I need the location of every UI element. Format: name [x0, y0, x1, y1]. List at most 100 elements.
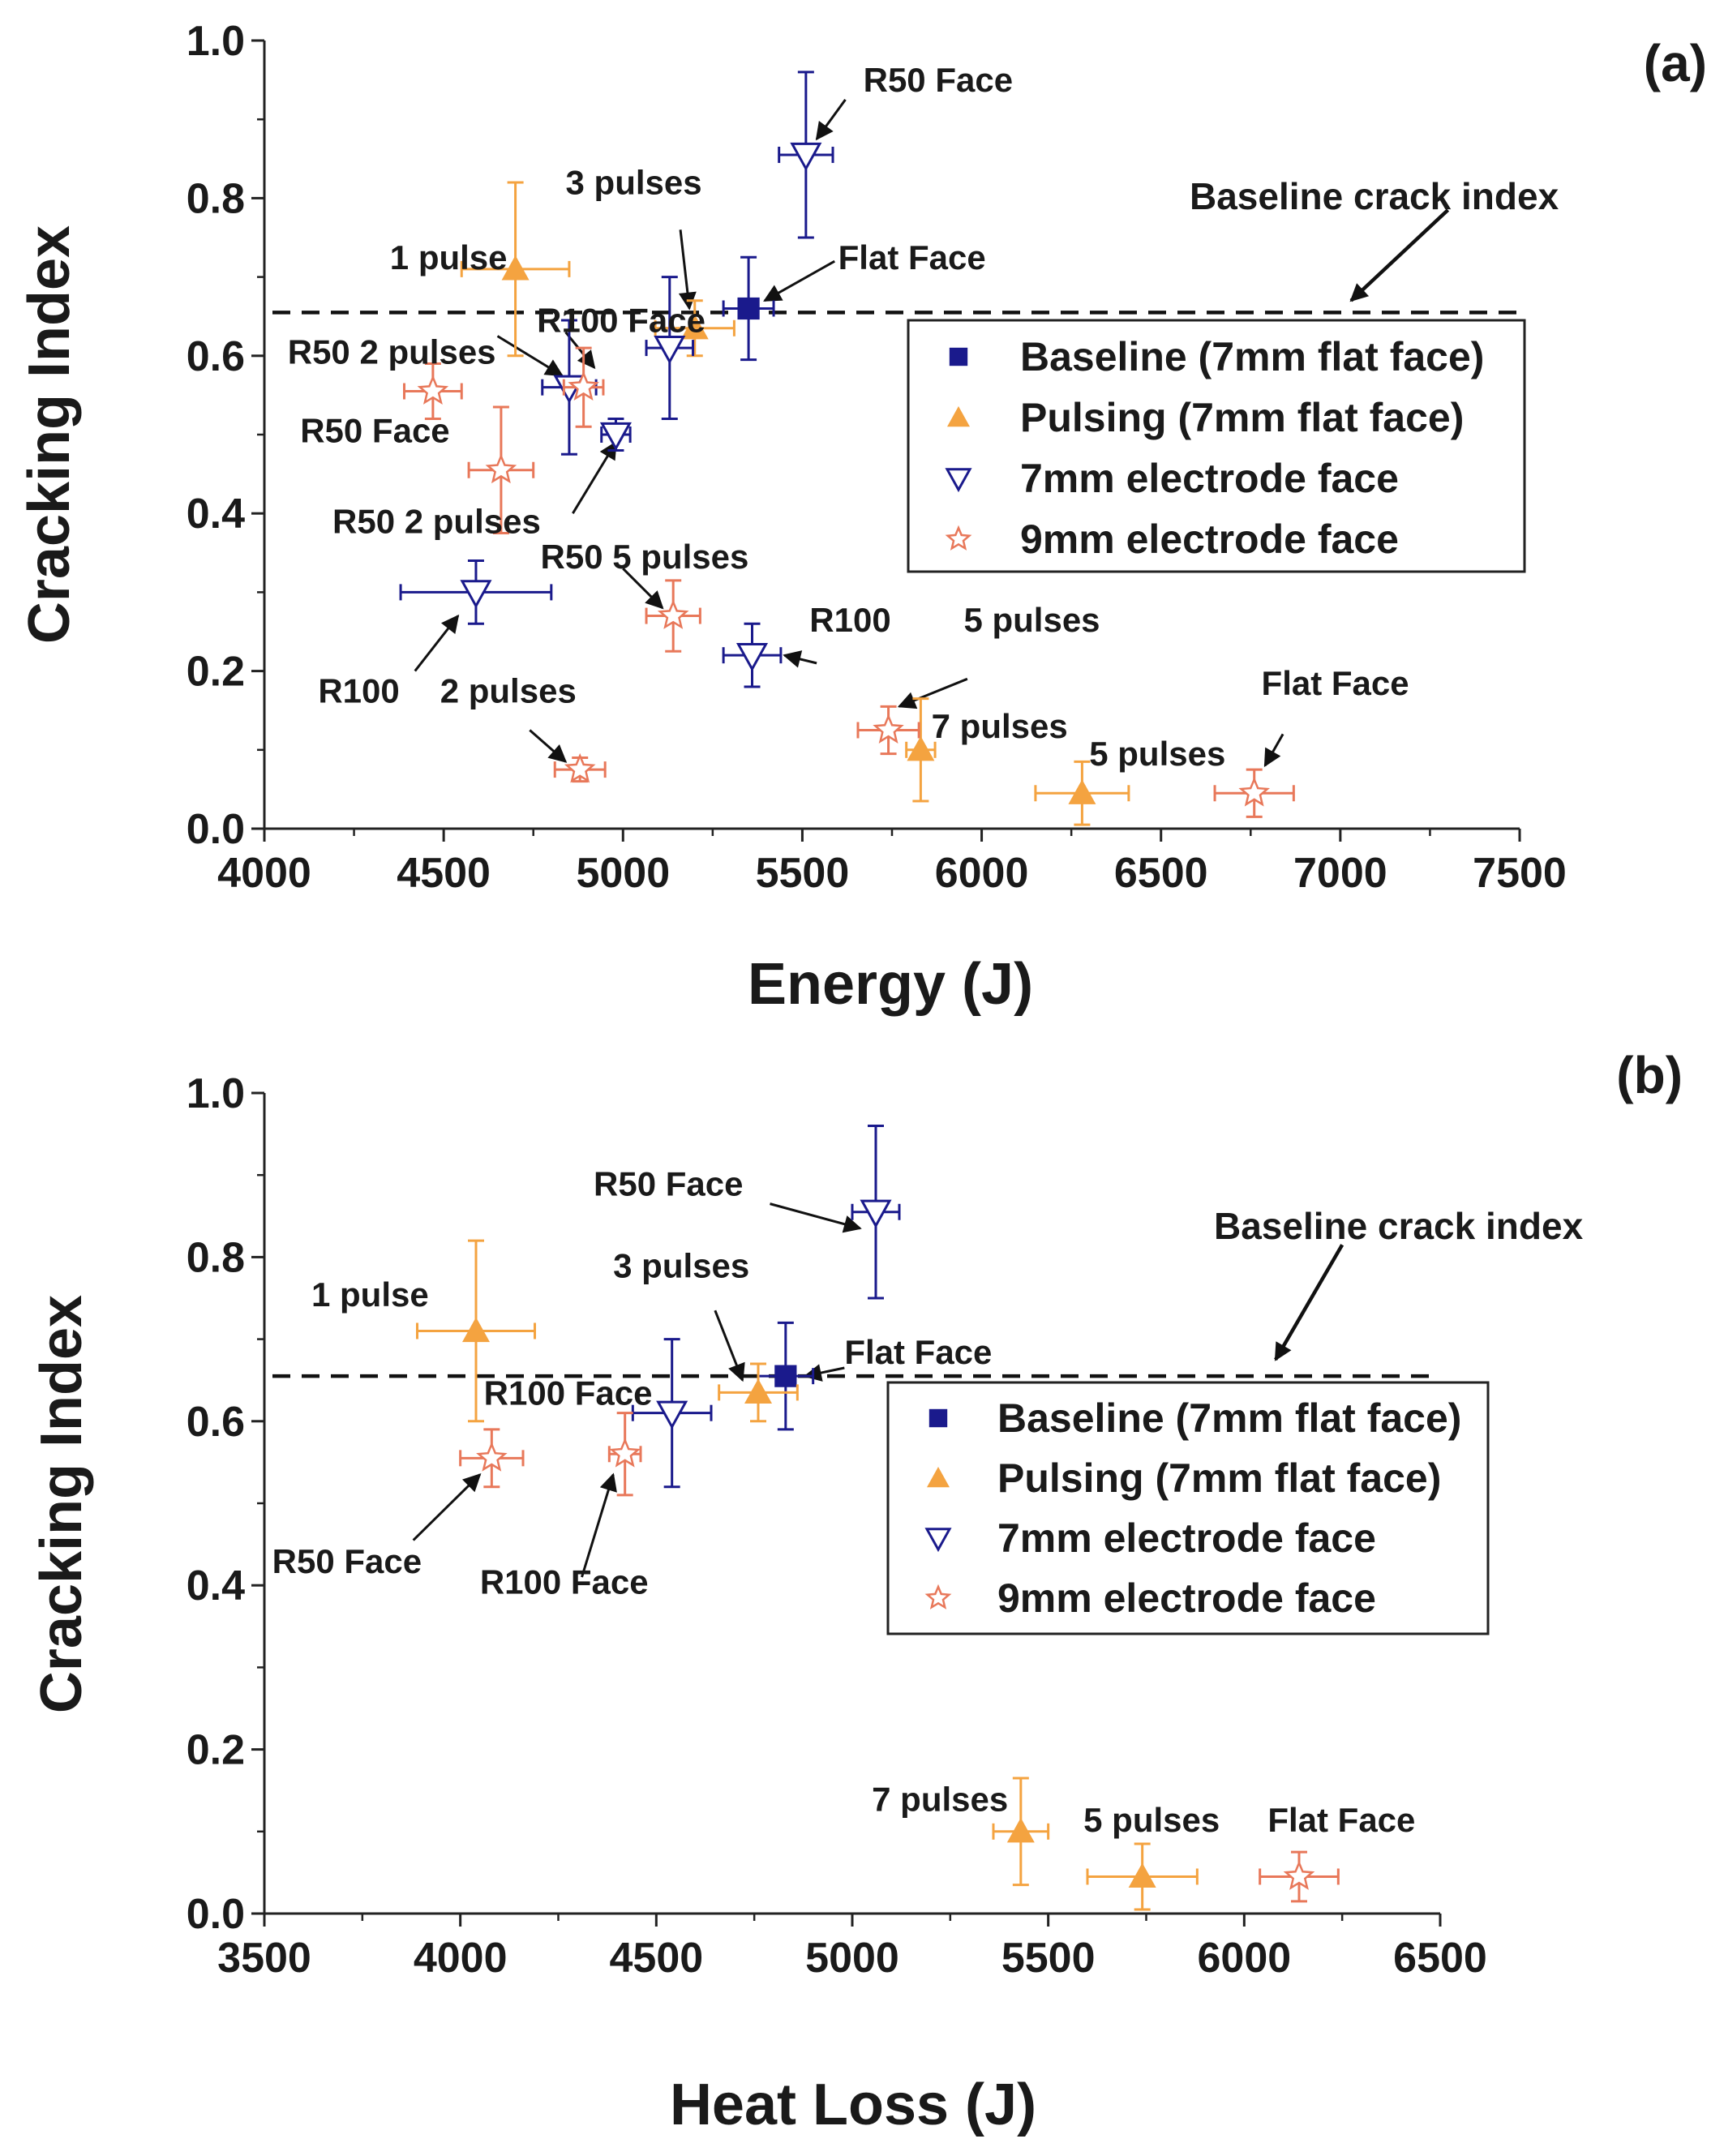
- annotation-arrow: [897, 677, 968, 709]
- x-tick-label: 6500: [1393, 1935, 1487, 1982]
- y-tick-label: 1.0: [187, 1070, 245, 1117]
- x-axis-title: Heat Loss (J): [670, 2072, 1036, 2137]
- annotation-label: R50 2 pulses: [288, 333, 496, 371]
- data-point-baseline-7mm-flat-face: [774, 1365, 797, 1387]
- annotation-label: 3 pulses: [613, 1247, 749, 1285]
- annotation-arrow: [414, 614, 460, 672]
- annotation-arrow: [1263, 733, 1284, 768]
- data-point-pulsing-7mm-flat-face: [501, 255, 530, 281]
- data-point-7mm-electrode-face: [599, 422, 632, 452]
- annotation-label: R100 Face: [537, 302, 705, 340]
- data-point-9mm-electrode-face: [417, 375, 449, 405]
- series-9mm-electrode-face: [402, 346, 1295, 818]
- y-tick-label: 0.4: [187, 1562, 245, 1609]
- legend-marker-7mm-electrode-face: [945, 468, 972, 493]
- y-tick-label: 0.2: [187, 649, 245, 696]
- series-7mm-electrode-face: [399, 71, 834, 688]
- annotation-arrow: [1274, 1244, 1344, 1361]
- legend: Baseline (7mm flat face) Pulsing (7mm fla…: [886, 1381, 1490, 1635]
- x-tick-label: 7000: [1293, 850, 1387, 897]
- legend-label: 7mm electrode face: [997, 1515, 1376, 1561]
- y-tick-label: 0.6: [187, 1399, 245, 1446]
- legend-marker-pulsing-7mm-flat-face: [927, 1467, 950, 1488]
- annotation-label: 2 pulses: [440, 671, 577, 709]
- data-point-7mm-electrode-face: [860, 1199, 892, 1228]
- y-tick-label: 0.0: [187, 806, 245, 853]
- y-tick-label: 1.0: [187, 18, 245, 65]
- x-tick-label: 4500: [397, 850, 491, 897]
- annotation-arrow: [496, 335, 564, 377]
- series-baseline-7mm-flat-face: [757, 1321, 815, 1431]
- panel-b: 3500 4000 4500 5000 5500 6000 6500 0.0 0.2 0.4 0.6…: [29, 1046, 1683, 2137]
- x-tick-label: 5000: [576, 850, 670, 897]
- data-point-pulsing-7mm-flat-face: [1068, 779, 1096, 804]
- x-tick-label: 4000: [414, 1935, 508, 1982]
- x-tick-label: 6500: [1114, 850, 1208, 897]
- y-tick-label: 0.8: [187, 175, 245, 222]
- legend-label: Pulsing (7mm flat face): [1020, 395, 1464, 440]
- data-point-9mm-electrode-face: [873, 714, 904, 744]
- legend-label: 9mm electrode face: [997, 1575, 1376, 1621]
- annotation-arrow: [803, 1364, 845, 1382]
- x-tick-label: 4000: [217, 850, 311, 897]
- series-7mm-electrode-face: [631, 1124, 901, 1489]
- data-point-pulsing-7mm-flat-face: [907, 735, 935, 761]
- annotation-label: Flat Face: [844, 1333, 992, 1371]
- legend-marker-baseline-7mm-flat-face: [928, 1408, 948, 1428]
- annotation-label: 3 pulses: [566, 164, 702, 202]
- annotation-arrow: [763, 259, 835, 302]
- series-pulsing-7mm-flat-face: [460, 181, 1130, 826]
- annotation-arrow: [678, 229, 697, 311]
- y-tick-label: 0.8: [187, 1234, 245, 1281]
- annotation-label: 1 pulse: [311, 1275, 429, 1314]
- series-pulsing-7mm-flat-face: [416, 1239, 1199, 1911]
- data-point-baseline-7mm-flat-face: [737, 297, 760, 320]
- annotation-arrow: [581, 1472, 617, 1578]
- y-axis-title: Cracking Index: [17, 225, 82, 644]
- annotation-label: R50 Face: [300, 412, 449, 450]
- data-point-9mm-electrode-face: [476, 1442, 508, 1472]
- legend-marker-baseline-7mm-flat-face: [949, 347, 968, 366]
- annotation-label: R50 Face: [864, 61, 1013, 99]
- baseline-label: Baseline crack index: [1190, 175, 1559, 217]
- annotation-label: R100 Face: [484, 1374, 653, 1412]
- x-tick-label: 4500: [609, 1935, 703, 1982]
- baseline-label: Baseline crack index: [1214, 1205, 1584, 1247]
- annotation-arrow: [783, 650, 817, 668]
- x-tick-label: 6000: [935, 850, 1029, 897]
- x-tick-label: 5500: [1001, 1935, 1096, 1982]
- panel-label: (b): [1616, 1046, 1683, 1104]
- data-point-pulsing-7mm-flat-face: [1128, 1862, 1156, 1888]
- x-tick-label: 6000: [1197, 1935, 1291, 1982]
- annotation-label: 7 pulses: [932, 707, 1068, 745]
- annotation-label: R100: [318, 671, 399, 709]
- annotation-label: R50 5 pulses: [541, 538, 749, 576]
- series-baseline-7mm-flat-face: [722, 255, 775, 362]
- annotation-arrow: [529, 729, 568, 763]
- annotation-arrow: [622, 568, 664, 610]
- legend-marker-7mm-electrode-face: [924, 1528, 952, 1553]
- annotation-label: R50 Face: [594, 1165, 743, 1203]
- annotation-arrow: [770, 1202, 862, 1233]
- data-point-pulsing-7mm-flat-face: [680, 314, 709, 340]
- annotation-label: R100 Face: [480, 1562, 649, 1601]
- annotation-label: Flat Face: [1262, 664, 1409, 702]
- data-point-7mm-electrode-face: [656, 1400, 688, 1429]
- panel-label: (a): [1644, 34, 1707, 92]
- x-tick-label: 3500: [217, 1935, 311, 1982]
- legend-label: Pulsing (7mm flat face): [997, 1455, 1441, 1501]
- data-point-7mm-electrode-face: [790, 142, 822, 172]
- annotation-arrow: [714, 1309, 745, 1382]
- x-tick-label: 7500: [1473, 850, 1567, 897]
- series-9mm-electrode-face: [459, 1412, 1340, 1903]
- legend-marker-pulsing-7mm-flat-face: [947, 406, 970, 427]
- data-point-9mm-electrode-face: [657, 599, 689, 629]
- annotation-label: 5 pulses: [963, 601, 1100, 639]
- legend-label: 9mm electrode face: [1020, 516, 1399, 562]
- annotation-label: Flat Face: [1267, 1801, 1415, 1839]
- legend-marker-9mm-electrode-face: [924, 1584, 952, 1609]
- annotation-label: R50 Face: [272, 1542, 422, 1580]
- legend-label: Baseline (7mm flat face): [1020, 334, 1484, 379]
- data-point-7mm-electrode-face: [735, 643, 769, 672]
- data-point-7mm-electrode-face: [460, 580, 492, 609]
